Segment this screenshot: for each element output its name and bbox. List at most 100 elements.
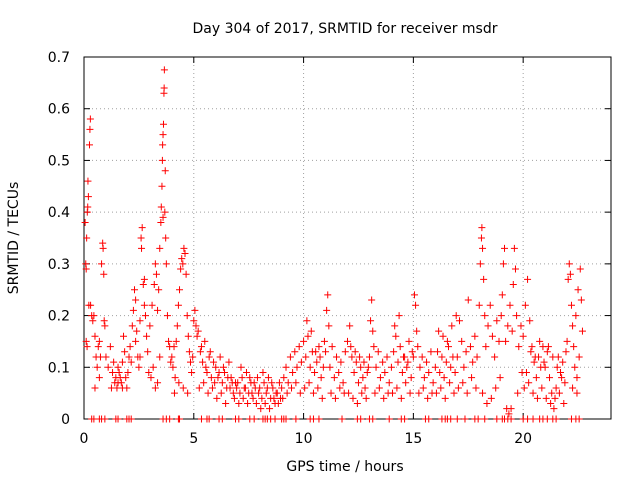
data-point	[156, 353, 164, 361]
data-point	[191, 306, 199, 314]
data-point	[413, 327, 421, 335]
data-point	[432, 389, 440, 397]
data-point	[91, 384, 99, 392]
data-point	[493, 317, 501, 325]
data-point	[575, 353, 583, 361]
data-point	[441, 394, 449, 402]
data-point	[235, 415, 243, 423]
data-point	[336, 384, 344, 392]
data-point	[513, 312, 521, 320]
data-point	[205, 353, 213, 361]
data-point	[237, 363, 245, 371]
data-point	[256, 384, 264, 392]
data-point	[195, 384, 203, 392]
data-point	[553, 363, 561, 371]
x-tick-label: 15	[404, 431, 422, 447]
data-point	[451, 368, 459, 376]
data-point	[429, 379, 437, 387]
data-point	[543, 348, 551, 356]
data-point	[272, 389, 280, 397]
data-point	[295, 343, 303, 351]
data-point	[250, 379, 258, 387]
data-point	[483, 399, 491, 407]
data-point	[379, 358, 387, 366]
data-point	[180, 244, 188, 252]
data-point	[163, 312, 171, 320]
data-point	[173, 322, 181, 330]
data-point	[225, 358, 233, 366]
data-point	[562, 348, 570, 356]
data-point	[480, 275, 488, 283]
data-point	[442, 358, 450, 366]
data-point	[507, 405, 515, 413]
data-point	[239, 394, 247, 402]
data-point	[565, 260, 573, 268]
data-point	[529, 415, 537, 423]
data-point	[181, 250, 189, 258]
data-point	[249, 394, 257, 402]
data-point	[194, 327, 202, 335]
data-point	[174, 301, 182, 309]
data-point	[291, 348, 299, 356]
data-point	[403, 363, 411, 371]
data-point	[578, 327, 586, 335]
data-point	[398, 368, 406, 376]
data-point	[89, 317, 97, 325]
data-point	[99, 244, 107, 252]
data-point	[278, 384, 286, 392]
y-tick-label: 0.1	[48, 360, 70, 376]
data-point	[292, 415, 300, 423]
data-point	[148, 301, 156, 309]
data-point	[397, 394, 405, 402]
data-point	[138, 244, 146, 252]
data-point	[306, 363, 314, 371]
data-point	[172, 337, 180, 345]
data-point	[102, 353, 110, 361]
data-point	[244, 399, 252, 407]
data-point	[541, 363, 549, 371]
data-point	[218, 379, 226, 387]
data-point	[481, 415, 489, 423]
data-point	[233, 384, 241, 392]
data-point	[213, 394, 221, 402]
data-point	[203, 368, 211, 376]
data-point	[337, 358, 345, 366]
data-point	[437, 384, 445, 392]
data-point	[484, 322, 492, 330]
data-point	[498, 291, 506, 299]
data-point	[128, 322, 136, 330]
data-point	[566, 270, 574, 278]
data-point	[461, 415, 469, 423]
data-point	[160, 66, 168, 74]
data-point	[520, 384, 528, 392]
data-point	[361, 384, 369, 392]
data-point	[229, 389, 237, 397]
data-point	[109, 368, 117, 376]
data-point	[395, 312, 403, 320]
data-point	[352, 358, 360, 366]
data-point	[296, 389, 304, 397]
data-point	[238, 374, 246, 382]
data-point	[540, 358, 548, 366]
data-point	[368, 296, 376, 304]
data-point	[414, 343, 422, 351]
data-point	[455, 317, 463, 325]
x-tick-label: 0	[80, 431, 89, 447]
data-point	[459, 379, 467, 387]
data-point	[170, 343, 178, 351]
data-point	[370, 343, 378, 351]
data-point	[416, 363, 424, 371]
x-axis-label: GPS time / hours	[286, 459, 403, 475]
data-point	[570, 343, 578, 351]
data-point	[266, 405, 274, 413]
data-point	[259, 368, 267, 376]
data-point	[166, 415, 174, 423]
data-point	[507, 415, 515, 423]
data-point	[323, 306, 331, 314]
data-point	[137, 234, 145, 242]
grid	[84, 57, 611, 419]
data-point	[427, 348, 435, 356]
data-point	[381, 368, 389, 376]
data-point	[499, 260, 507, 268]
data-point	[218, 415, 226, 423]
